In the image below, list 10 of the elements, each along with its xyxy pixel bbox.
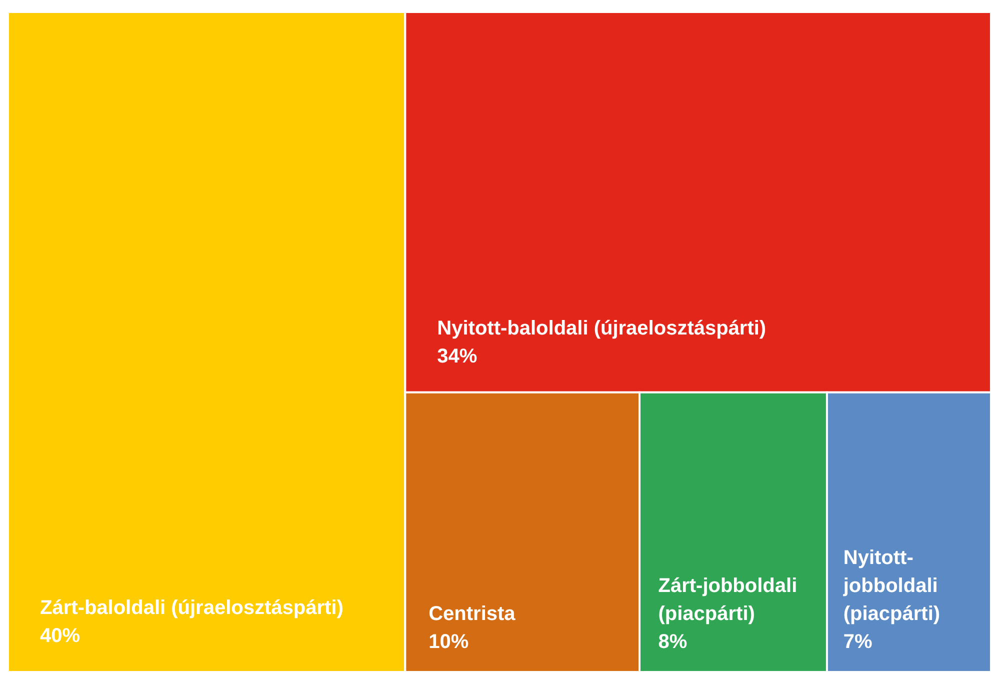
data-label: 8% <box>658 631 688 653</box>
data-label: 7% <box>843 631 872 653</box>
category-label: Zárt-jobboldali (piacpárti) <box>658 575 798 625</box>
data-label: 34% <box>437 345 478 368</box>
data-label: 40% <box>40 625 80 647</box>
category-label: Zárt-baloldali (újraelosztáspárti) <box>40 597 344 619</box>
category-label: Nyitott-jobboldali (piacpárti) <box>842 547 940 625</box>
category-label: Nyitott-baloldali (újraelosztáspárti) <box>437 317 766 340</box>
data-label: 10% <box>428 631 469 653</box>
category-label: Centrista <box>428 603 516 625</box>
